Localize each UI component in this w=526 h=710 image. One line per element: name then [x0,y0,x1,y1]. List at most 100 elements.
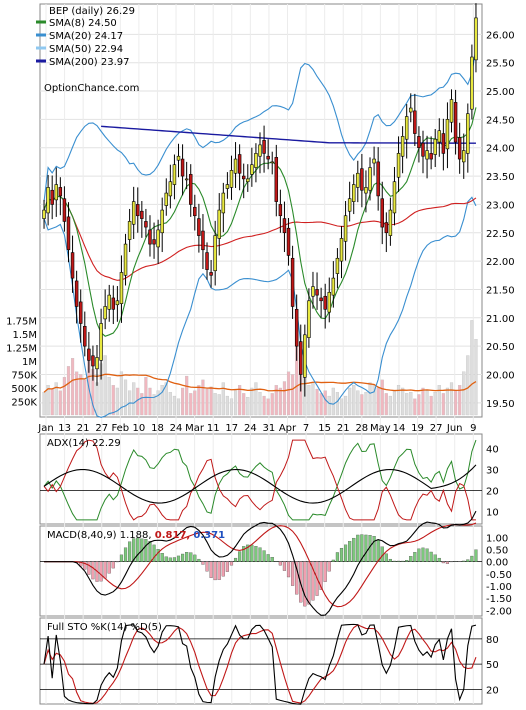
macd-histogram-bar [210,562,213,578]
macd-histogram-bar [466,560,469,562]
volume-bar [450,383,453,415]
candle-down [413,111,416,134]
volume-tick-label: 250K [11,397,37,408]
x-axis-label: 21 [77,423,90,434]
candle-down [238,155,241,174]
macd-histogram-bar [365,535,368,562]
volume-bar [389,396,392,415]
volume-bar [185,376,188,415]
volume-bar [381,380,384,415]
candle-up [466,114,469,154]
volume-tick-label: 1.5M [12,330,37,341]
candle-up [43,210,46,219]
volume-bar [344,396,347,415]
macd-tick-label: -1.50 [486,594,512,605]
macd-histogram-bar [250,545,253,562]
candle-up [271,162,274,163]
candle-up [397,153,400,177]
macd-histogram-bar [348,541,351,561]
candle-up [104,306,107,318]
volume-bar [291,374,294,415]
adx-tick-label: 40 [486,445,499,456]
x-axis-label: Jan [37,423,53,434]
candle-down [189,174,192,204]
macd-histogram-bar [430,552,433,562]
volume-bar [59,391,62,415]
volume-bar [222,383,225,415]
volume-bar [230,399,233,415]
volume-bar [218,394,221,415]
volume-bar [426,391,429,415]
price-tick-label: 23.00 [486,200,515,211]
candle-up [124,244,127,275]
candle-up [426,151,429,160]
macd-histogram-bar [291,562,294,586]
price-tick-label: 19.50 [486,399,515,410]
candle-up [214,236,217,271]
macd-histogram-bar [136,538,139,562]
volume-bar [417,394,420,415]
macd-histogram-bar [279,562,282,566]
legend-label: SMA(8) 24.50 [49,18,117,29]
macd-histogram-bar [417,549,420,562]
candle-down [202,231,205,250]
macd-tick-label: -1.00 [486,582,512,593]
macd-histogram-bar [149,541,152,561]
price-tick-label: 23.50 [486,172,515,183]
x-axis-label: 24 [244,423,257,434]
candle-down [458,138,461,160]
candle-up [120,272,123,303]
sto-tick-label: 50 [486,660,499,671]
macd-histogram-bar [206,562,209,572]
volume-bar [177,399,180,415]
volume-bar [202,380,205,415]
volume-bar [401,388,404,415]
volume-bar [234,391,237,415]
x-axis-label: 28 [355,423,368,434]
candle-up [157,230,160,247]
volume-bar [144,377,147,415]
candle-down [83,326,86,346]
volume-bar [434,392,437,415]
macd-histogram-bar [303,562,306,606]
legend-label: SMA(50) 22.94 [49,44,123,55]
volume-bar [369,383,372,415]
candle-up [344,216,347,242]
volume-bar [63,377,66,415]
volume-bar [422,388,425,415]
price-tick-label: 24.50 [486,115,515,126]
volume-bar [124,380,127,415]
candle-down [279,204,282,215]
sto-tick-label: 20 [486,685,499,696]
macd-histogram-bar [409,556,412,561]
candle-down [360,169,363,191]
volume-bar [430,396,433,415]
candle-up [169,182,172,196]
candle-up [352,185,355,202]
candle-down [75,281,78,307]
candle-down [299,342,302,375]
adx-tick-label: 10 [486,508,499,519]
candle-down [136,204,139,215]
candle-up [246,179,249,182]
candle-down [153,240,156,245]
macd-histogram-bar [287,562,290,577]
volume-bar [356,391,359,415]
candle-up [475,18,478,60]
candle-up [340,238,343,261]
candle-up [365,187,368,193]
volume-bar [75,372,78,415]
macd-histogram-bar [112,562,115,568]
macd-histogram-bar [307,562,310,605]
candle-up [312,287,315,297]
adx-tick-label: 30 [486,466,499,477]
candle-down [295,309,298,346]
candle-down [79,302,82,324]
macd-histogram-bar [197,559,200,562]
symbol-title: BEP (daily) 26.29 [49,6,135,17]
x-axis-label: 10 [133,423,146,434]
volume-bar [446,388,449,415]
candle-down [242,176,245,179]
